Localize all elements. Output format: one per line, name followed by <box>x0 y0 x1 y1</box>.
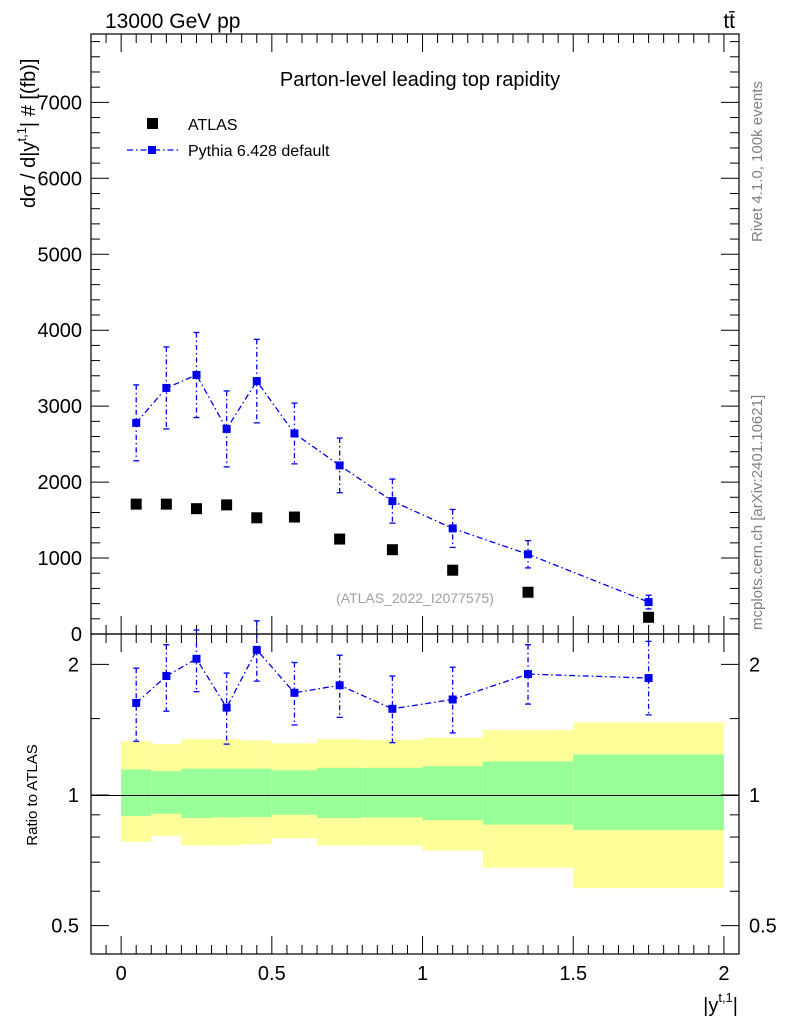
ratio-band-inner <box>362 767 423 818</box>
legend-atlas-label: ATLAS <box>188 117 238 134</box>
rivet-version-label: Rivet 4.1.0, 100k events <box>749 81 766 242</box>
pythia-ratio-line <box>135 648 649 710</box>
main-y-tick-label: 1000 <box>38 548 83 570</box>
pythia-main-point <box>448 524 457 533</box>
main-y-tick-label: 4000 <box>38 320 83 342</box>
ratio-band-inner <box>181 768 212 819</box>
legend-pythia-label: Pythia 6.428 default <box>188 143 330 160</box>
pythia-ratio-point <box>162 672 171 681</box>
x-tick-label: 0.5 <box>258 963 286 985</box>
main-y-axis-label-text: dσ / d|y <box>18 142 40 208</box>
atlas-data-point <box>334 533 346 545</box>
atlas-data-point <box>288 511 300 523</box>
pythia-main-point <box>192 371 201 380</box>
ratio-y-tick-label-right: 0.5 <box>749 916 777 938</box>
ratio-band-inner <box>573 754 724 831</box>
pythia-main-point <box>644 598 653 607</box>
ratio-band-inner <box>211 768 242 818</box>
pythia-ratio-point <box>335 681 344 690</box>
ratio-y-tick-label-left: 0.5 <box>51 916 79 938</box>
atlas-data-point <box>386 544 398 556</box>
atlas-data-point <box>522 586 534 598</box>
x-axis-label: |yt,1| <box>703 990 738 1017</box>
main-y-axis-label-sup: t,1 <box>14 127 29 141</box>
header-right: tt̄ <box>723 10 735 33</box>
main-axis-ticks: 0 1000 2000 3000 4000 5000 6000 7000 <box>38 34 739 646</box>
header-left: 13000 GeV pp <box>105 10 240 33</box>
atlas-data-point <box>447 564 459 576</box>
main-y-axis-label: dσ / d|yt,1| # [(fb)] <box>14 59 40 208</box>
atlas-data-point <box>130 498 142 510</box>
ratio-band-inner <box>317 767 363 819</box>
pythia-main-point <box>132 418 141 427</box>
ratio-y-tick-label-right: 1 <box>749 785 760 807</box>
pythia-ratio-point <box>644 674 653 683</box>
ratio-series-marks <box>132 620 653 745</box>
ratio-plot-frame <box>90 633 740 955</box>
main-y-axis-label-tail: | # [(fb)] <box>18 59 40 128</box>
ratio-y-tick-label-left: 1 <box>68 785 79 807</box>
main-y-tick-label: 7000 <box>38 92 83 114</box>
legend-atlas-marker <box>147 118 158 129</box>
ratio-band-inner <box>482 761 574 825</box>
legend: ATLAS Pythia 6.428 default <box>127 117 330 160</box>
pythia-main-point <box>524 550 533 559</box>
main-series-marks <box>130 331 655 623</box>
x-tick-label: 1.5 <box>559 963 587 985</box>
x-tick-label: 2 <box>718 963 729 985</box>
ratio-band-inner <box>241 768 272 817</box>
pythia-ratio-point <box>132 698 141 707</box>
pythia-main-point <box>222 424 231 433</box>
legend-pythia-marker <box>148 146 156 154</box>
main-y-tick-label: 2000 <box>38 472 83 494</box>
pythia-ratio-point <box>252 645 261 654</box>
mcplots-label: mcplots.cern.ch [arXiv:2401.10621] <box>749 395 766 630</box>
pythia-main-point <box>388 497 397 506</box>
ratio-band-inner <box>151 771 182 814</box>
ratio-band-inner <box>121 769 152 816</box>
ratio-y-tick-label-left: 2 <box>68 654 79 676</box>
ratio-band-inner <box>422 766 483 821</box>
pythia-ratio-point <box>192 654 201 663</box>
x-tick-label: 1 <box>417 963 428 985</box>
ratio-band-inner <box>271 770 318 815</box>
main-y-tick-label: 6000 <box>38 168 83 190</box>
x-tick-label: 0 <box>116 963 127 985</box>
ratio-uncertainty-bands <box>121 722 724 889</box>
x-axis-label-tail: | <box>733 995 738 1017</box>
pythia-ratio-point <box>448 695 457 704</box>
pythia-ratio-point <box>524 670 533 679</box>
pythia-main-point <box>162 383 171 392</box>
main-y-tick-label: 5000 <box>38 244 83 266</box>
x-axis-label-text: |y <box>703 995 718 1017</box>
main-y-tick-label: 0 <box>71 624 82 646</box>
atlas-data-point <box>160 498 172 510</box>
main-y-tick-label: 3000 <box>38 396 83 418</box>
atlas-data-point <box>643 611 655 623</box>
reference-label: (ATLAS_2022_I2077575) <box>336 590 494 606</box>
pythia-main-point <box>335 461 344 470</box>
svg-text:dσ / d|yt,1| # [(fb)]: dσ / d|yt,1| # [(fb)] <box>14 59 40 208</box>
pythia-main-point <box>252 377 261 386</box>
pythia-main-point <box>290 429 299 438</box>
atlas-data-point <box>221 499 233 511</box>
ratio-y-axis-label: Ratio to ATLAS <box>24 744 41 845</box>
atlas-data-point <box>251 512 263 524</box>
atlas-data-point <box>190 503 202 515</box>
pythia-ratio-point <box>388 704 397 713</box>
ratio-axis-ticks: 0 0.5 1 1.5 2 0.5 0.5 1 1 2 2 <box>51 634 777 985</box>
x-axis-label-sup: t,1 <box>718 990 732 1005</box>
ratio-y-tick-label-right: 2 <box>749 654 760 676</box>
pythia-ratio-point <box>290 688 299 697</box>
plot-title: Parton-level leading top rapidity <box>280 69 560 91</box>
pythia-ratio-point <box>222 703 231 712</box>
